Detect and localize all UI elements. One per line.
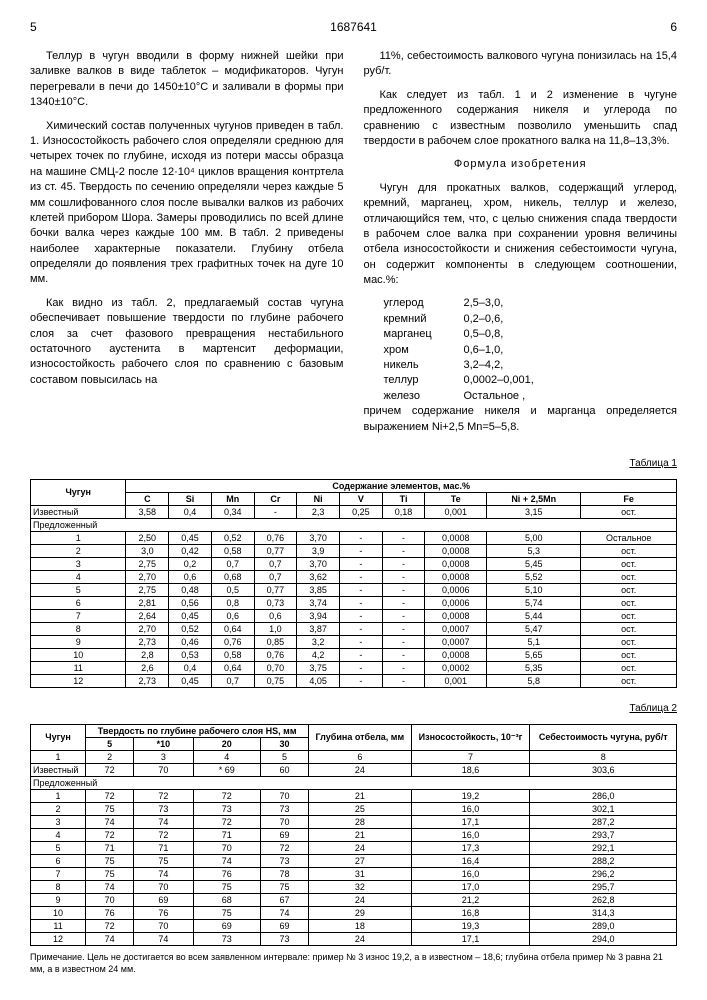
- composition-row: железоОстальное ,: [384, 389, 678, 404]
- para: Как видно из табл. 2, предлагаемый соста…: [30, 296, 344, 388]
- formula-title: Формула изобретения: [364, 157, 678, 172]
- table-row: 82,700,520,641,03,87--0,00075,47ост.: [31, 622, 677, 635]
- table2: ЧугунТвердость по глубине рабочего слоя …: [30, 724, 677, 946]
- table-row: 7757476783116,0296,2: [31, 867, 677, 880]
- patent-number: 1687641: [330, 20, 377, 34]
- table-row: 10767675742916,8314,3: [31, 906, 677, 919]
- comp-value: 0,5–0,8,: [464, 327, 504, 342]
- left-column: Теллур в чугун вводили в форму нижней ше…: [30, 49, 344, 443]
- comp-label: углерод: [384, 296, 464, 311]
- table-row: 42,700,60,680,73,62--0,00085,52ост.: [31, 570, 677, 583]
- comp-label: железо: [384, 389, 464, 404]
- table2-title: Таблица 2: [30, 703, 677, 714]
- comp-value: 0,6–1,0,: [464, 343, 504, 358]
- table-row: 3747472702817,1287,2: [31, 815, 677, 828]
- table-row: 122,730,450,70,754,05--0,0015,8ост.: [31, 674, 677, 687]
- composition-row: кремний0,2–0,6,: [384, 312, 678, 327]
- comp-value: 2,5–3,0,: [464, 296, 504, 311]
- page-right: 6: [670, 20, 677, 34]
- table-row: 2757373732516,0302,1: [31, 802, 677, 815]
- composition-row: никель3,2–4,2,: [384, 358, 678, 373]
- comp-value: 3,2–4,2,: [464, 358, 504, 373]
- comp-label: никель: [384, 358, 464, 373]
- page-left: 5: [30, 20, 37, 34]
- table-row: 5717170722417,3292,1: [31, 841, 677, 854]
- table-row: 62,810,560,80,733,74--0,00065,74ост.: [31, 596, 677, 609]
- composition-row: марганец0,5–0,8,: [384, 327, 678, 342]
- composition-row: углерод2,5–3,0,: [384, 296, 678, 311]
- table-row: 52,750,480,50,773,85--0,00065,10ост.: [31, 583, 677, 596]
- right-column: 11%, себестоимость валкового чугуна пони…: [364, 49, 678, 443]
- table-row: 32,750,20,70,73,70--0,00085,45ост.: [31, 557, 677, 570]
- comp-value: Остальное ,: [464, 389, 526, 404]
- comp-label: марганец: [384, 327, 464, 342]
- table-row: 9706968672421,2262,8: [31, 893, 677, 906]
- table-row: 8747075753217,0295,7: [31, 880, 677, 893]
- composition-list: углерод2,5–3,0,кремний0,2–0,6,марганец0,…: [384, 296, 678, 404]
- comp-value: 0,0002–0,001,: [464, 373, 534, 388]
- table-row: 12,500,450,520,763,70--0,00085,00Остальн…: [31, 531, 677, 544]
- table1-title: Таблица 1: [30, 458, 677, 469]
- para: Чугун для прокатных валков, содержащий у…: [364, 181, 678, 289]
- para: Теллур в чугун вводили в форму нижней ше…: [30, 49, 344, 111]
- table-row: 102,80,530,580,764,2--0,00085,65ост.: [31, 648, 677, 661]
- table-row: 92,730,460,760,853,2--0,00075,1ост.: [31, 635, 677, 648]
- para: причем содержание никеля и марганца опре…: [364, 404, 678, 435]
- table-row: 4727271692116,0293,7: [31, 828, 677, 841]
- table-row: 1727272702119,2286,0: [31, 789, 677, 802]
- comp-label: теллур: [384, 373, 464, 388]
- table-row: 112,60,40,640,703,75--0,00025,35ост.: [31, 661, 677, 674]
- table-row: 12747473732417,1294,0: [31, 932, 677, 945]
- composition-row: хром0,6–1,0,: [384, 343, 678, 358]
- table-row: 23,00,420,580,773,9--0,00085,3ост.: [31, 544, 677, 557]
- comp-label: кремний: [384, 312, 464, 327]
- table-row: 6757574732716,4288,2: [31, 854, 677, 867]
- para: 11%, себестоимость валкового чугуна пони…: [364, 49, 678, 80]
- para: Как следует из табл. 1 и 2 изменение в ч…: [364, 88, 678, 150]
- para: Химический состав полученных чугунов при…: [30, 119, 344, 288]
- comp-value: 0,2–0,6,: [464, 312, 504, 327]
- table2-note: Примечание. Цель не достигается во всем …: [30, 952, 677, 975]
- table-row: 72,640,450,60,63,94--0,00085,44ост.: [31, 609, 677, 622]
- comp-label: хром: [384, 343, 464, 358]
- table1: ЧугунСодержание элементов, мас.%CSiMnCrN…: [30, 479, 677, 688]
- composition-row: теллур0,0002–0,001,: [384, 373, 678, 388]
- table-row: 11727069691819,3289,0: [31, 919, 677, 932]
